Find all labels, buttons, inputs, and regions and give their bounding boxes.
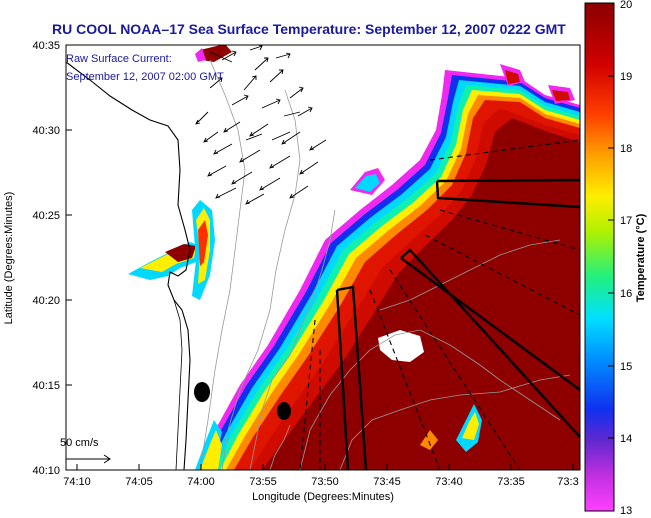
mooring-marker	[277, 402, 291, 420]
x-axis	[76, 464, 574, 470]
temperature-colorbar	[584, 2, 615, 512]
colorbar-tick-label: 19	[620, 71, 632, 83]
surface-current-vectors	[195, 44, 327, 205]
scale-arrow	[66, 454, 111, 464]
x-tick-label: 74:05	[125, 476, 153, 488]
y-axis-label: Latitude (Degrees:Minutes)	[3, 192, 15, 325]
colorbar-ticks	[608, 75, 614, 439]
colorbar-tick-label: 17	[620, 215, 632, 227]
x-tick-label: 73:50	[311, 476, 339, 488]
colorbar-tick-label: 15	[620, 361, 632, 373]
bathymetry-contours	[199, 59, 571, 471]
y-tick-label: 40:20	[32, 295, 60, 307]
colorbar-tick-label: 13	[620, 505, 632, 517]
current-annotation-line1: Raw Surface Current:	[66, 53, 172, 65]
plot-frame	[65, 44, 581, 471]
y-axis	[66, 44, 72, 471]
y-tick-label: 40:30	[32, 125, 60, 137]
colorbar-tick-label: 16	[620, 288, 632, 300]
x-tick-label: 74:00	[187, 476, 215, 488]
coastline	[65, 61, 191, 471]
x-tick-label: 73:40	[435, 476, 463, 488]
current-annotation-line2: September 12, 2007 02:00 GMT	[66, 71, 224, 83]
x-tick-label: 73:45	[373, 476, 401, 488]
shipping-lanes	[335, 178, 581, 471]
x-tick-label: 73:35	[497, 476, 525, 488]
y-tick-label: 40:15	[32, 380, 60, 392]
x-axis-label: Longitude (Degrees:Minutes)	[252, 491, 394, 503]
x-tick-label: 73:55	[249, 476, 277, 488]
mooring-marker	[194, 382, 210, 402]
y-tick-label: 40:10	[32, 465, 60, 477]
colorbar-tick-label: 14	[620, 433, 632, 445]
x-tick-label: 73:3	[557, 476, 578, 488]
scale-arrow-label: 50 cm/s	[60, 437, 99, 449]
sea-lane-dashed-lines	[299, 139, 581, 471]
colorbar-tick-label: 18	[620, 143, 632, 155]
map-title: RU COOL NOAA–17 Sea Surface Temperature:…	[52, 21, 566, 37]
colorbar-label: Temperature (°C)	[635, 213, 647, 302]
colorbar-tick-label: 20	[620, 0, 632, 11]
y-tick-label: 40:25	[32, 210, 60, 222]
y-tick-label: 40:35	[32, 40, 60, 52]
x-tick-label: 74:10	[63, 476, 91, 488]
